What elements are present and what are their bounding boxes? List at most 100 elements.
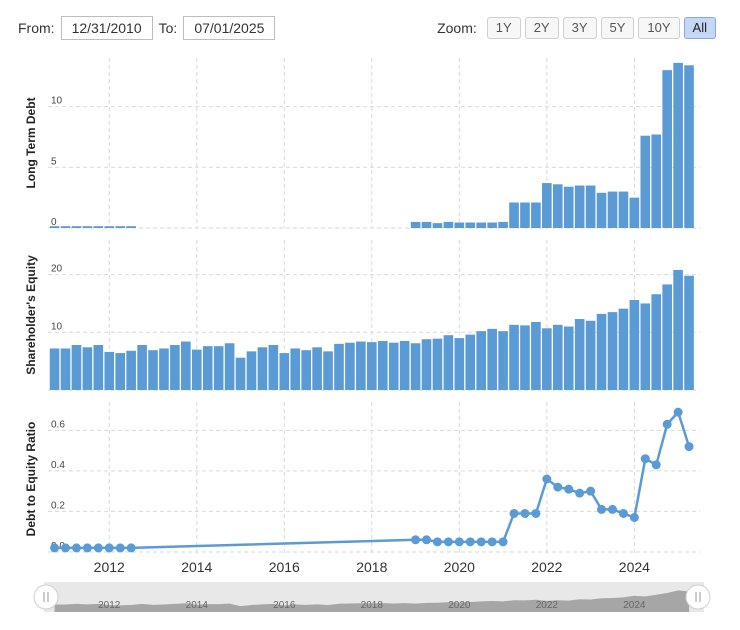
bar[interactable] (279, 353, 290, 390)
bar[interactable] (399, 340, 410, 390)
bar[interactable] (257, 347, 268, 390)
bar[interactable] (410, 343, 421, 390)
data-point[interactable] (662, 419, 672, 429)
to-date-input[interactable]: 07/01/2025 (183, 16, 276, 40)
data-point[interactable] (432, 537, 442, 547)
bar[interactable] (432, 338, 443, 390)
bar[interactable] (542, 328, 552, 390)
bar[interactable] (246, 351, 257, 390)
bar[interactable] (487, 222, 497, 228)
bar[interactable] (520, 325, 530, 390)
bar[interactable] (388, 342, 399, 390)
navigator-left-handle[interactable] (33, 584, 59, 610)
bar[interactable] (82, 226, 93, 228)
bar[interactable] (345, 342, 355, 390)
bar[interactable] (607, 312, 618, 390)
bar[interactable] (596, 192, 607, 228)
bar[interactable] (366, 342, 377, 390)
bar[interactable] (531, 202, 541, 229)
bar[interactable] (115, 353, 126, 390)
from-date-input[interactable]: 12/31/2010 (60, 16, 153, 40)
bar[interactable] (673, 62, 683, 228)
data-point[interactable] (115, 543, 125, 553)
bar[interactable] (71, 226, 82, 228)
zoom-5y-button[interactable]: 5Y (600, 17, 635, 39)
bar[interactable] (651, 294, 662, 390)
data-point[interactable] (684, 442, 694, 452)
bar[interactable] (585, 185, 596, 229)
data-point[interactable] (542, 474, 552, 484)
bar[interactable] (585, 320, 596, 390)
bar[interactable] (498, 331, 508, 390)
bar[interactable] (476, 222, 487, 228)
data-point[interactable] (673, 407, 683, 417)
data-point[interactable] (126, 543, 136, 553)
bar[interactable] (542, 183, 552, 228)
bar[interactable] (60, 348, 71, 390)
data-point[interactable] (607, 504, 617, 514)
bar[interactable] (662, 284, 672, 390)
bar[interactable] (552, 184, 563, 228)
zoom-10y-button[interactable]: 10Y (638, 17, 680, 39)
bar[interactable] (159, 348, 169, 390)
bar[interactable] (148, 350, 158, 390)
data-point[interactable] (104, 543, 114, 553)
bar[interactable] (629, 197, 640, 228)
bar[interactable] (82, 347, 93, 390)
bar[interactable] (421, 339, 432, 390)
bar[interactable] (662, 70, 672, 229)
data-point[interactable] (411, 535, 421, 545)
bar[interactable] (454, 222, 465, 228)
data-point[interactable] (575, 488, 585, 498)
bar[interactable] (268, 345, 279, 390)
bar[interactable] (356, 341, 366, 390)
bar[interactable] (377, 340, 388, 390)
bar[interactable] (454, 338, 465, 390)
bar[interactable] (443, 335, 454, 390)
bar[interactable] (596, 313, 607, 390)
bar[interactable] (290, 348, 301, 390)
bar[interactable] (410, 221, 421, 228)
bar[interactable] (498, 221, 508, 228)
data-point[interactable] (629, 513, 639, 522)
bar[interactable] (509, 324, 519, 390)
bar[interactable] (520, 202, 530, 229)
bar[interactable] (618, 308, 629, 390)
data-point[interactable] (618, 508, 628, 518)
bar[interactable] (563, 186, 574, 228)
zoom-all-button[interactable]: All (683, 17, 716, 39)
bar[interactable] (213, 346, 224, 390)
data-point[interactable] (564, 484, 574, 494)
bar[interactable] (509, 202, 519, 229)
bar[interactable] (115, 226, 126, 228)
bar[interactable] (432, 223, 443, 228)
bar[interactable] (202, 346, 213, 390)
bar[interactable] (93, 226, 104, 228)
bar[interactable] (49, 226, 60, 228)
data-point[interactable] (476, 537, 486, 547)
bar[interactable] (49, 348, 60, 390)
bar[interactable] (60, 226, 71, 228)
bar[interactable] (323, 351, 333, 390)
navigator[interactable]: 2012 2014 2016 2018 2020 2022 2024 (33, 582, 711, 612)
bar[interactable] (235, 357, 246, 390)
bar[interactable] (651, 134, 662, 229)
data-point[interactable] (651, 460, 661, 470)
data-point[interactable] (553, 482, 563, 492)
bar[interactable] (673, 270, 683, 390)
bar[interactable] (574, 319, 585, 390)
data-point[interactable] (498, 537, 508, 547)
data-point[interactable] (531, 508, 541, 518)
data-point[interactable] (640, 454, 650, 464)
bar[interactable] (181, 341, 191, 390)
data-point[interactable] (61, 543, 71, 553)
bar[interactable] (629, 300, 640, 390)
data-point[interactable] (82, 543, 92, 553)
data-point[interactable] (586, 486, 596, 496)
bar[interactable] (640, 303, 651, 390)
data-point[interactable] (487, 537, 497, 547)
bar[interactable] (465, 334, 476, 390)
bar[interactable] (476, 331, 487, 390)
bar[interactable] (224, 343, 235, 390)
bar[interactable] (126, 226, 136, 228)
